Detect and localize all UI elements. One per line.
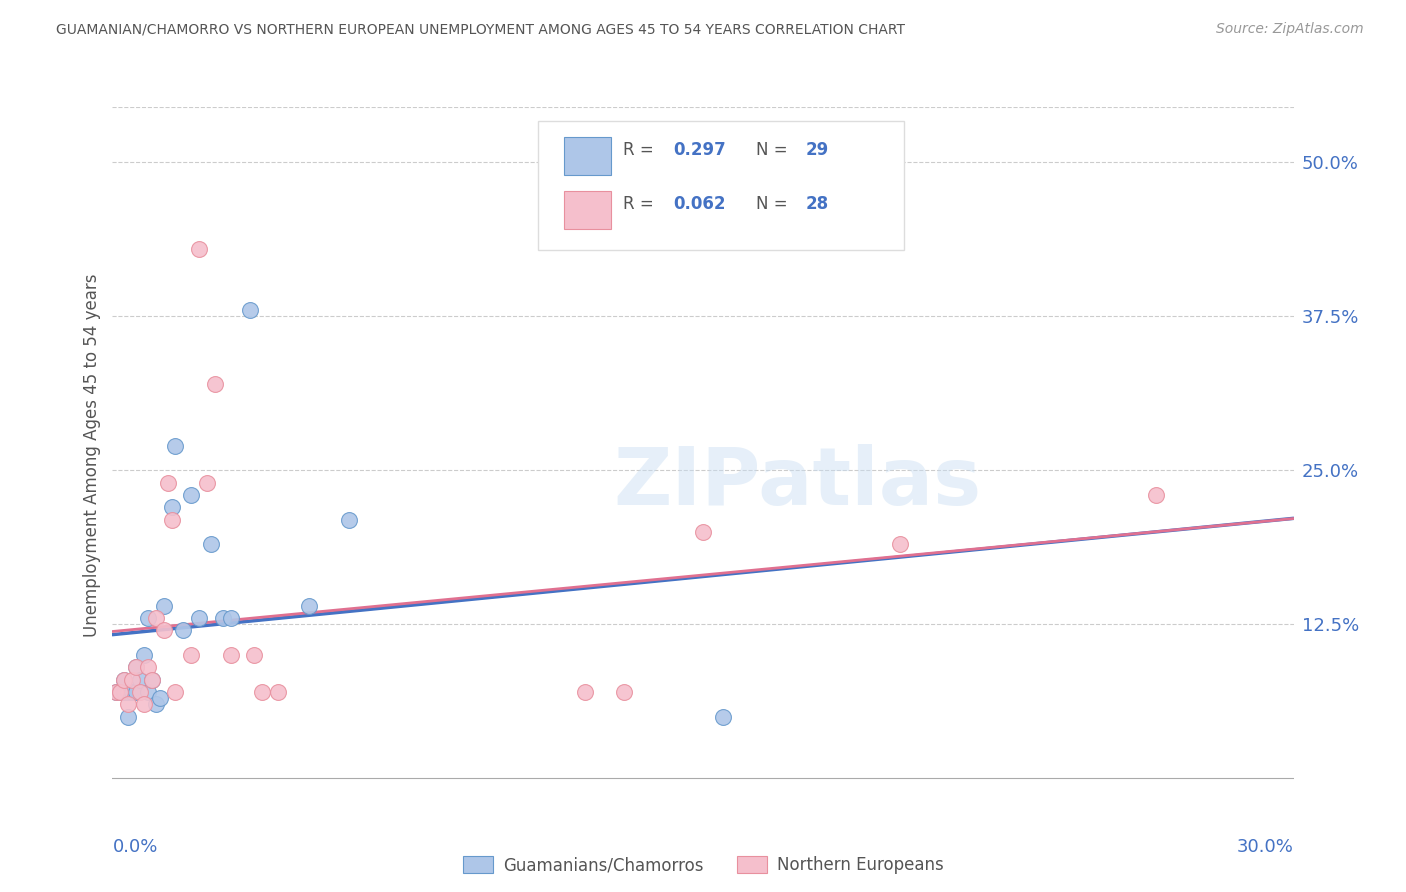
Point bbox=[132, 648, 155, 662]
Text: 28: 28 bbox=[806, 195, 830, 213]
Point bbox=[219, 611, 242, 625]
Text: 29: 29 bbox=[806, 141, 830, 159]
Point bbox=[149, 691, 172, 706]
Point bbox=[105, 685, 128, 699]
Point bbox=[574, 685, 596, 699]
Point bbox=[889, 537, 911, 551]
Text: N =: N = bbox=[756, 141, 793, 159]
Point bbox=[152, 599, 174, 613]
FancyBboxPatch shape bbox=[564, 191, 610, 229]
Text: 0.062: 0.062 bbox=[673, 195, 725, 213]
Point bbox=[105, 685, 128, 699]
Point bbox=[711, 709, 734, 723]
Point bbox=[613, 685, 636, 699]
Point bbox=[180, 648, 202, 662]
Point bbox=[125, 685, 148, 699]
Point bbox=[172, 624, 194, 638]
Text: 0.297: 0.297 bbox=[673, 141, 727, 159]
Text: R =: R = bbox=[623, 195, 658, 213]
Point bbox=[110, 685, 132, 699]
Point bbox=[152, 624, 174, 638]
Point bbox=[1144, 488, 1167, 502]
Point bbox=[145, 611, 167, 625]
Point bbox=[180, 488, 202, 502]
Point bbox=[112, 673, 135, 687]
Point bbox=[243, 648, 266, 662]
Point bbox=[188, 611, 211, 625]
Point bbox=[132, 698, 155, 712]
Point bbox=[298, 599, 321, 613]
Point bbox=[121, 673, 143, 687]
Point bbox=[211, 611, 233, 625]
Point bbox=[156, 475, 179, 490]
Point bbox=[117, 709, 139, 723]
Point bbox=[165, 685, 187, 699]
Text: 0.0%: 0.0% bbox=[112, 838, 157, 856]
Text: 30.0%: 30.0% bbox=[1237, 838, 1294, 856]
FancyBboxPatch shape bbox=[564, 137, 610, 175]
Point bbox=[204, 377, 226, 392]
Point bbox=[141, 673, 163, 687]
Point bbox=[112, 673, 135, 687]
Text: Source: ZipAtlas.com: Source: ZipAtlas.com bbox=[1216, 22, 1364, 37]
Point bbox=[117, 685, 139, 699]
Point bbox=[165, 439, 187, 453]
Point bbox=[195, 475, 218, 490]
Point bbox=[129, 673, 152, 687]
Text: ZIPatlas: ZIPatlas bbox=[613, 443, 981, 522]
Point bbox=[112, 685, 135, 699]
Point bbox=[200, 537, 222, 551]
Point bbox=[160, 512, 183, 526]
Point bbox=[188, 242, 211, 256]
Point bbox=[110, 685, 132, 699]
Point bbox=[136, 660, 159, 674]
Point bbox=[141, 673, 163, 687]
Point bbox=[239, 303, 262, 318]
Point bbox=[121, 685, 143, 699]
Text: R =: R = bbox=[623, 141, 658, 159]
FancyBboxPatch shape bbox=[537, 121, 904, 250]
Point bbox=[117, 698, 139, 712]
Y-axis label: Unemployment Among Ages 45 to 54 years: Unemployment Among Ages 45 to 54 years bbox=[83, 273, 101, 637]
Point bbox=[692, 524, 714, 539]
Point bbox=[145, 698, 167, 712]
Point bbox=[136, 685, 159, 699]
Point bbox=[267, 685, 290, 699]
Point bbox=[129, 685, 152, 699]
Point bbox=[250, 685, 273, 699]
Point bbox=[219, 648, 242, 662]
Point bbox=[136, 611, 159, 625]
Text: N =: N = bbox=[756, 195, 793, 213]
Text: GUAMANIAN/CHAMORRO VS NORTHERN EUROPEAN UNEMPLOYMENT AMONG AGES 45 TO 54 YEARS C: GUAMANIAN/CHAMORRO VS NORTHERN EUROPEAN … bbox=[56, 22, 905, 37]
Point bbox=[337, 512, 360, 526]
Point bbox=[160, 500, 183, 515]
Point bbox=[125, 660, 148, 674]
Point bbox=[125, 660, 148, 674]
Legend: Guamanians/Chamorros, Northern Europeans: Guamanians/Chamorros, Northern Europeans bbox=[463, 856, 943, 874]
